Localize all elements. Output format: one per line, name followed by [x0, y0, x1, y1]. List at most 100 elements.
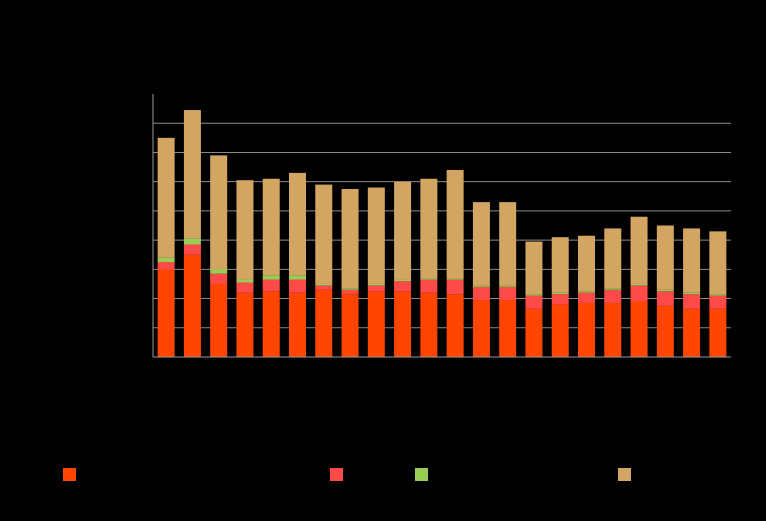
bar-segment-series-1-17 — [578, 302, 595, 357]
bar-segment-series-4-2 — [183, 110, 201, 239]
bar-segment-series-2-20 — [656, 291, 674, 306]
bar-segment-series-2-2 — [183, 244, 201, 255]
bar-segment-series-2-7 — [315, 285, 333, 290]
bar-segment-series-4-13 — [472, 202, 490, 286]
bar-segment-series-2-9 — [367, 285, 385, 292]
axes — [152, 94, 731, 358]
bar-segment-series-4-4 — [236, 180, 254, 280]
bar-segment-series-3-21 — [683, 292, 701, 295]
bar-segment-series-4-17 — [578, 235, 595, 292]
bar-segment-series-4-18 — [604, 228, 622, 289]
bar-segment-series-2-16 — [551, 294, 569, 305]
bar-segment-series-3-3 — [210, 269, 228, 274]
bar-segment-series-1-14 — [499, 300, 517, 357]
bar-segment-series-2-6 — [289, 279, 306, 293]
bar-segment-series-3-1 — [157, 257, 175, 263]
bar-segment-series-3-11 — [420, 278, 438, 280]
legend-swatch — [63, 468, 76, 481]
bar-segment-series-3-16 — [551, 292, 569, 295]
bar-segment-series-1-13 — [472, 300, 490, 357]
bar-segment-series-2-12 — [446, 279, 464, 295]
bar-segment-series-3-2 — [183, 238, 201, 245]
legend-swatch — [330, 468, 343, 481]
bar-segment-series-4-3 — [210, 155, 228, 270]
bar-segment-series-1-20 — [656, 305, 674, 357]
bar-segment-series-1-15 — [525, 308, 543, 357]
bar-segment-series-4-8 — [341, 188, 359, 289]
bar-segment-series-3-10 — [394, 279, 412, 282]
bar-segment-series-4-19 — [630, 216, 648, 284]
bar-segment-series-1-19 — [630, 301, 648, 357]
bar-segment-series-3-4 — [236, 279, 254, 283]
bar-segment-series-3-7 — [315, 283, 333, 286]
bar-segment-series-2-22 — [709, 295, 727, 309]
bar-segment-series-4-6 — [289, 172, 306, 276]
bar-segment-series-1-12 — [446, 294, 464, 357]
legend-swatch — [415, 468, 428, 481]
bar-segment-series-3-5 — [262, 275, 280, 280]
legend-swatch — [618, 468, 631, 481]
bar-segment-series-2-5 — [262, 279, 280, 292]
legend-item-series-3 — [415, 468, 428, 481]
legend — [0, 468, 766, 488]
bar-segment-series-3-14 — [499, 285, 517, 287]
bar-segment-series-2-3 — [210, 273, 228, 284]
bar-segment-series-1-2 — [183, 254, 201, 357]
bar-segment-series-1-1 — [157, 269, 175, 357]
bar-segment-series-1-10 — [394, 291, 412, 357]
bars — [157, 110, 727, 357]
bar-segment-series-4-10 — [394, 181, 412, 280]
bar-segment-series-3-6 — [289, 275, 306, 280]
bar-segment-series-1-22 — [709, 308, 727, 357]
bar-segment-series-2-11 — [420, 279, 438, 293]
bar-segment-series-1-18 — [604, 302, 622, 357]
bar-segment-series-4-14 — [499, 202, 517, 286]
legend-item-series-4 — [618, 468, 631, 481]
bar-segment-series-2-15 — [525, 295, 543, 309]
bar-segment-series-4-20 — [656, 225, 674, 290]
bar-segment-series-1-11 — [420, 292, 438, 357]
bar-segment-series-4-11 — [420, 178, 438, 279]
bar-segment-series-1-7 — [315, 289, 333, 357]
bar-segment-series-1-5 — [262, 291, 280, 357]
bar-segment-series-4-21 — [683, 228, 701, 293]
bar-segment-series-1-8 — [341, 294, 359, 357]
bar-segment-series-2-8 — [341, 289, 359, 295]
bar-segment-series-1-6 — [289, 292, 306, 357]
bar-segment-series-1-3 — [210, 283, 228, 357]
bar-segment-series-3-12 — [446, 278, 464, 280]
bar-segment-series-3-9 — [367, 283, 385, 286]
bar-segment-series-3-18 — [604, 288, 622, 290]
legend-item-series-1 — [63, 468, 76, 481]
bar-segment-series-1-9 — [367, 291, 385, 357]
bar-segment-series-3-19 — [630, 283, 648, 286]
bar-segment-series-1-16 — [551, 304, 569, 357]
bar-segment-series-4-9 — [367, 187, 385, 284]
bar-segment-series-2-18 — [604, 289, 622, 303]
bar-segment-series-4-7 — [315, 184, 333, 284]
bar-segment-series-4-1 — [157, 137, 175, 258]
bar-segment-series-4-12 — [446, 169, 464, 279]
bar-segment-series-4-5 — [262, 178, 280, 276]
bar-segment-series-1-21 — [683, 308, 701, 357]
legend-item-series-2 — [330, 468, 343, 481]
bar-segment-series-4-22 — [709, 231, 727, 295]
bar-segment-series-2-19 — [630, 285, 648, 302]
bar-segment-series-2-17 — [578, 292, 595, 303]
bar-segment-series-2-4 — [236, 282, 254, 293]
bar-segment-series-3-17 — [578, 291, 595, 293]
bar-segment-series-3-13 — [472, 285, 490, 287]
bar-segment-series-2-21 — [683, 294, 701, 309]
bar-segment-series-2-13 — [472, 286, 490, 301]
bar-segment-series-2-10 — [394, 281, 412, 292]
bar-segment-series-2-1 — [157, 262, 175, 270]
bar-segment-series-3-22 — [709, 294, 727, 296]
bar-segment-series-3-20 — [656, 289, 674, 292]
bar-segment-series-3-8 — [341, 288, 359, 290]
bar-segment-series-3-15 — [525, 294, 543, 296]
bar-segment-series-2-14 — [499, 286, 517, 301]
bar-segment-series-1-4 — [236, 292, 254, 357]
bar-segment-series-4-15 — [525, 241, 543, 295]
bar-segment-series-4-16 — [551, 237, 569, 293]
